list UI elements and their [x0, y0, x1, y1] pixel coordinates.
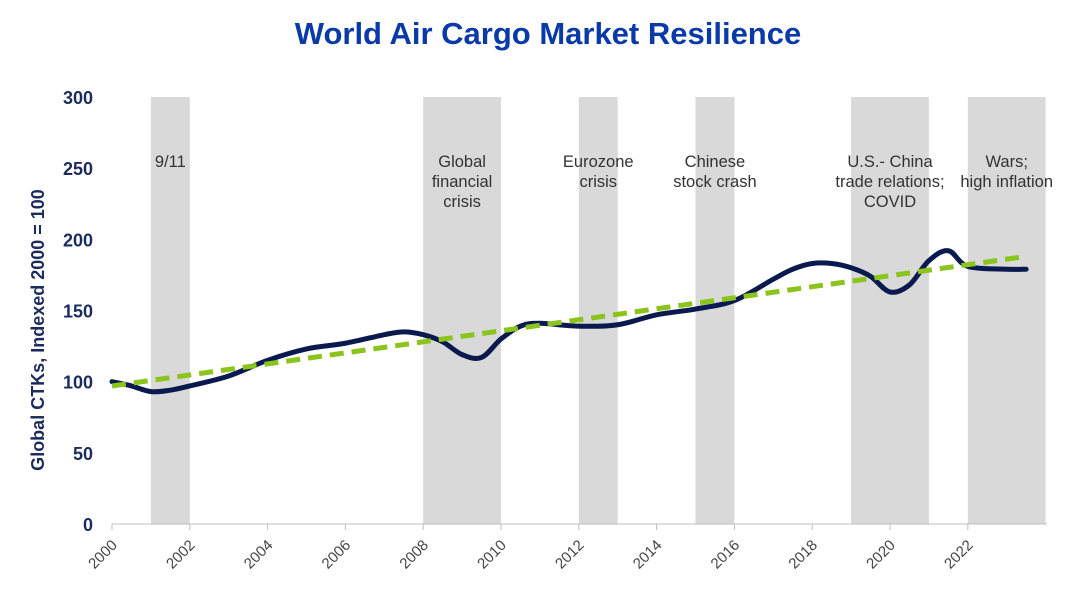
chart-title: World Air Cargo Market Resilience — [294, 16, 802, 51]
shaded-period-0 — [150, 97, 190, 524]
period-annotation-line: Eurozone — [563, 153, 634, 171]
x-tick-label: 2008 — [396, 537, 432, 573]
period-annotation-1: Global financial crisis — [432, 153, 493, 211]
x-tick-label: 2016 — [708, 537, 744, 573]
y-tick-label: 200 — [63, 230, 93, 250]
series-group — [109, 248, 1029, 395]
x-tick-label: 2010 — [474, 537, 510, 573]
x-tick-label: 2020 — [863, 537, 899, 573]
x-tick-label: 2018 — [785, 537, 821, 573]
y-tick-label: 250 — [63, 159, 93, 179]
x-tick-label: 2006 — [319, 537, 355, 573]
period-annotation-line: crisis — [579, 173, 617, 191]
period-annotations: 9/11 Global financial crisis Eurozone crisis C… — [155, 153, 1053, 211]
period-annotation-4: U.S.- China trade relations; COVID — [835, 153, 944, 211]
x-tick-label: 2002 — [163, 537, 199, 573]
period-annotation-line: stock crash — [673, 173, 756, 191]
x-tick-label: 2012 — [552, 537, 588, 573]
y-axis-label: Global CTKs, Indexed 2000 = 100 — [28, 189, 48, 471]
shaded-period-4 — [851, 97, 929, 524]
y-tick-label: 300 — [63, 88, 93, 108]
period-annotation-line: Chinese — [685, 153, 746, 171]
period-annotation-line: crisis — [443, 193, 481, 211]
period-annotation-line: financial — [432, 173, 493, 191]
shaded-period-1 — [423, 97, 501, 524]
period-annotation-line: U.S.- China — [847, 153, 933, 171]
period-annotation-line: high inflation — [960, 173, 1053, 191]
y-tick-label: 0 — [83, 515, 93, 535]
period-annotation-3: Chinese stock crash — [673, 153, 756, 191]
period-annotation-line: 9/11 — [155, 153, 186, 171]
period-annotation-line: COVID — [864, 193, 916, 211]
period-annotation-2: Eurozone crisis — [563, 153, 634, 191]
shaded-period-5 — [967, 97, 1046, 524]
period-annotation-0: 9/11 — [155, 153, 186, 171]
period-annotation-line: Wars; — [985, 153, 1027, 171]
x-tick-label: 2000 — [85, 537, 121, 573]
y-tick-label: 50 — [73, 444, 93, 464]
x-tick-label: 2004 — [241, 537, 277, 573]
x-tick-label: 2014 — [630, 537, 666, 573]
period-annotation-line: trade relations; — [835, 173, 944, 191]
y-tick-label: 100 — [63, 373, 93, 393]
y-tick-label: 150 — [63, 302, 93, 322]
x-tick-label: 2022 — [941, 537, 977, 573]
period-annotation-line: Global — [438, 153, 486, 171]
period-annotation-5: Wars; high inflation — [960, 153, 1053, 191]
shaded-period-2 — [578, 97, 618, 524]
